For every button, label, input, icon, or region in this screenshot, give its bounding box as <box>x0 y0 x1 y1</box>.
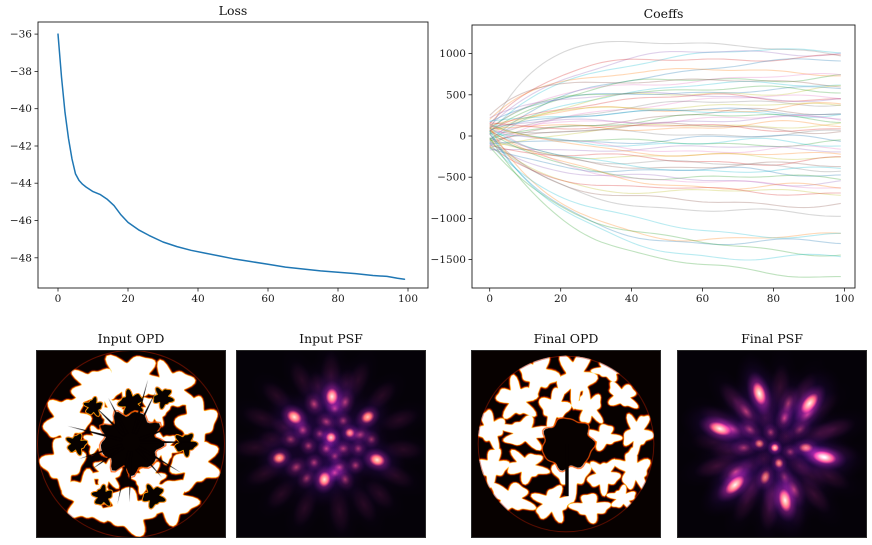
svg-text:0: 0 <box>459 131 466 143</box>
svg-text:80: 80 <box>767 293 780 305</box>
svg-text:−46: −46 <box>10 215 32 227</box>
final-opd-image <box>471 350 661 538</box>
svg-text:60: 60 <box>261 293 274 305</box>
svg-text:20: 20 <box>121 293 134 305</box>
coeffs-lines <box>489 40 841 278</box>
coeffs-chart-title: Coeffs <box>643 6 684 21</box>
final-psf-image <box>677 350 867 538</box>
final-psf-title: Final PSF <box>741 331 803 346</box>
svg-text:60: 60 <box>696 293 709 305</box>
svg-text:−1000: −1000 <box>430 213 466 225</box>
loss-chart-title: Loss <box>218 3 248 18</box>
svg-text:500: 500 <box>446 89 466 101</box>
svg-text:40: 40 <box>191 293 204 305</box>
svg-text:−42: −42 <box>10 141 32 153</box>
input-opd-title: Input OPD <box>97 331 165 346</box>
svg-text:−44: −44 <box>10 178 32 190</box>
svg-text:1000: 1000 <box>439 48 466 60</box>
svg-text:−36: −36 <box>10 29 32 41</box>
svg-text:100: 100 <box>398 293 418 305</box>
svg-text:20: 20 <box>554 293 567 305</box>
svg-text:40: 40 <box>625 293 638 305</box>
loss-axes: 0 20 40 60 80 100 −36 −38 −40 −42 −44 −46 −48 <box>10 21 429 305</box>
svg-text:−38: −38 <box>10 66 32 78</box>
svg-text:0: 0 <box>55 293 62 305</box>
svg-text:−48: −48 <box>10 252 32 264</box>
svg-text:−1500: −1500 <box>430 254 466 266</box>
input-psf-image <box>236 350 426 538</box>
coeffs-axes: 0 20 40 60 80 100 1000 500 0 −500 −1000 −1500 <box>430 24 856 305</box>
svg-text:0: 0 <box>486 293 493 305</box>
input-opd-image <box>36 350 226 538</box>
svg-text:−500: −500 <box>437 172 466 184</box>
loss-line <box>57 33 406 280</box>
input-psf-title: Input PSF <box>299 331 363 346</box>
svg-text:100: 100 <box>834 293 854 305</box>
final-opd-title: Final OPD <box>533 331 599 346</box>
svg-text:−40: −40 <box>10 103 32 115</box>
svg-text:80: 80 <box>331 293 344 305</box>
